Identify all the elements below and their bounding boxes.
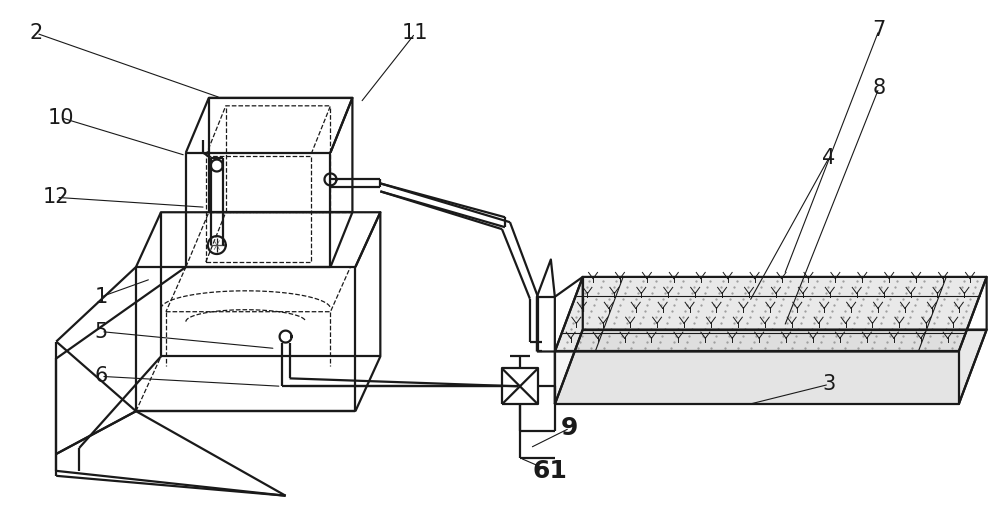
Text: 6: 6 <box>94 367 108 386</box>
Polygon shape <box>555 330 987 404</box>
Text: 7: 7 <box>872 20 886 40</box>
Text: 9: 9 <box>561 416 578 440</box>
Text: 10: 10 <box>48 108 74 128</box>
Polygon shape <box>555 277 987 352</box>
Text: 12: 12 <box>43 187 69 207</box>
Text: 2: 2 <box>30 23 43 43</box>
Text: 11: 11 <box>402 23 428 43</box>
Text: 61: 61 <box>532 459 567 483</box>
Text: 5: 5 <box>94 322 108 342</box>
Text: 3: 3 <box>822 374 836 394</box>
Text: 4: 4 <box>822 147 836 168</box>
Polygon shape <box>555 352 959 404</box>
Text: 8: 8 <box>872 78 886 98</box>
Text: 1: 1 <box>94 287 108 307</box>
